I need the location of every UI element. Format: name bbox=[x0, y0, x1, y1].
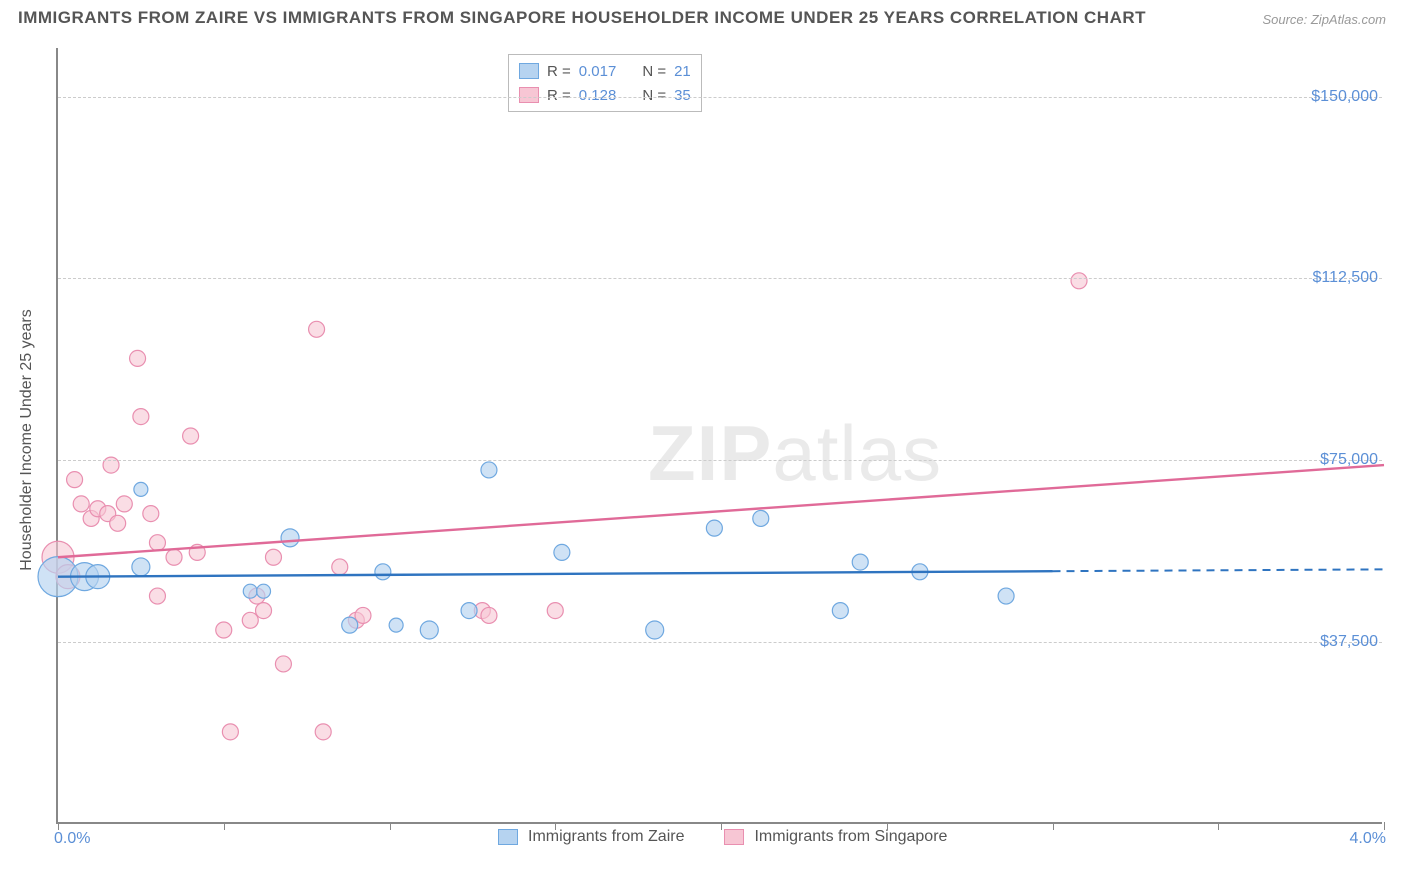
xtick-mark bbox=[224, 822, 225, 830]
legend-swatch-zaire bbox=[498, 829, 518, 845]
data-point bbox=[257, 584, 271, 598]
xtick-label-right: 4.0% bbox=[1350, 830, 1386, 848]
ytick-label: $150,000 bbox=[1311, 88, 1378, 106]
data-point bbox=[706, 520, 722, 536]
xtick-mark bbox=[721, 822, 722, 830]
data-point bbox=[216, 622, 232, 638]
data-point bbox=[646, 621, 664, 639]
xtick-mark bbox=[1218, 822, 1219, 830]
data-point bbox=[256, 603, 272, 619]
xtick-label-left: 0.0% bbox=[54, 830, 90, 848]
data-point bbox=[832, 603, 848, 619]
chart-svg bbox=[58, 48, 1382, 822]
data-point bbox=[116, 496, 132, 512]
data-point bbox=[852, 554, 868, 570]
gridline bbox=[58, 642, 1382, 643]
data-point bbox=[355, 607, 371, 623]
data-point bbox=[315, 724, 331, 740]
data-point bbox=[753, 510, 769, 526]
data-point bbox=[375, 564, 391, 580]
data-point bbox=[275, 656, 291, 672]
data-point bbox=[420, 621, 438, 639]
r-label: R = bbox=[547, 63, 571, 80]
data-point bbox=[110, 515, 126, 531]
xtick-mark bbox=[555, 822, 556, 830]
data-point bbox=[130, 350, 146, 366]
data-point bbox=[149, 535, 165, 551]
xtick-mark bbox=[887, 822, 888, 830]
stat-row-zaire: R = 0.017 N = 21 bbox=[519, 59, 691, 83]
n-label: N = bbox=[642, 63, 666, 80]
stat-legend-box: R = 0.017 N = 21 R = 0.128 N = 35 bbox=[508, 54, 702, 112]
xtick-mark bbox=[58, 822, 59, 830]
data-point bbox=[133, 409, 149, 425]
chart-title: IMMIGRANTS FROM ZAIRE VS IMMIGRANTS FROM… bbox=[18, 8, 1146, 28]
xtick-mark bbox=[390, 822, 391, 830]
data-point bbox=[243, 584, 257, 598]
data-point bbox=[461, 603, 477, 619]
swatch-zaire bbox=[519, 63, 539, 79]
data-point bbox=[183, 428, 199, 444]
data-point bbox=[132, 558, 150, 576]
data-point bbox=[309, 321, 325, 337]
data-point bbox=[134, 482, 148, 496]
data-point bbox=[67, 472, 83, 488]
data-point bbox=[166, 549, 182, 565]
data-point bbox=[998, 588, 1014, 604]
data-point bbox=[332, 559, 348, 575]
legend-swatch-singapore bbox=[724, 829, 744, 845]
data-point bbox=[481, 462, 497, 478]
ytick-label: $112,500 bbox=[1312, 269, 1378, 287]
data-point bbox=[547, 603, 563, 619]
stat-row-singapore: R = 0.128 N = 35 bbox=[519, 83, 691, 107]
data-point bbox=[143, 506, 159, 522]
r-value-zaire: 0.017 bbox=[579, 63, 617, 80]
r-label-2: R = bbox=[547, 87, 571, 104]
xtick-mark bbox=[1384, 822, 1385, 830]
data-point bbox=[554, 544, 570, 560]
swatch-singapore bbox=[519, 87, 539, 103]
data-point bbox=[222, 724, 238, 740]
data-point bbox=[265, 549, 281, 565]
plot-area: ZIPatlas R = 0.017 N = 21 R = 0.128 N = … bbox=[56, 48, 1382, 824]
source-label: Source: ZipAtlas.com bbox=[1262, 12, 1386, 27]
data-point bbox=[481, 607, 497, 623]
gridline bbox=[58, 97, 1382, 98]
legend-label-singapore: Immigrants from Singapore bbox=[754, 828, 947, 846]
data-point bbox=[342, 617, 358, 633]
gridline bbox=[58, 460, 1382, 461]
legend-label-zaire: Immigrants from Zaire bbox=[528, 828, 684, 846]
trend-line bbox=[58, 571, 1053, 576]
r-value-singapore: 0.128 bbox=[579, 87, 617, 104]
bottom-legend: Immigrants from Zaire Immigrants from Si… bbox=[498, 828, 947, 846]
trend-line bbox=[1053, 569, 1385, 571]
trend-line bbox=[58, 465, 1384, 557]
y-axis-label: Householder Income Under 25 years bbox=[18, 309, 36, 570]
n-label-2: N = bbox=[642, 87, 666, 104]
ytick-label: $37,500 bbox=[1320, 633, 1378, 651]
xtick-mark bbox=[1053, 822, 1054, 830]
data-point bbox=[73, 496, 89, 512]
ytick-label: $75,000 bbox=[1320, 451, 1378, 469]
data-point bbox=[242, 612, 258, 628]
data-point bbox=[281, 529, 299, 547]
n-value-zaire: 21 bbox=[674, 63, 691, 80]
data-point bbox=[149, 588, 165, 604]
data-point bbox=[389, 618, 403, 632]
data-point bbox=[1071, 273, 1087, 289]
gridline bbox=[58, 278, 1382, 279]
n-value-singapore: 35 bbox=[674, 87, 691, 104]
